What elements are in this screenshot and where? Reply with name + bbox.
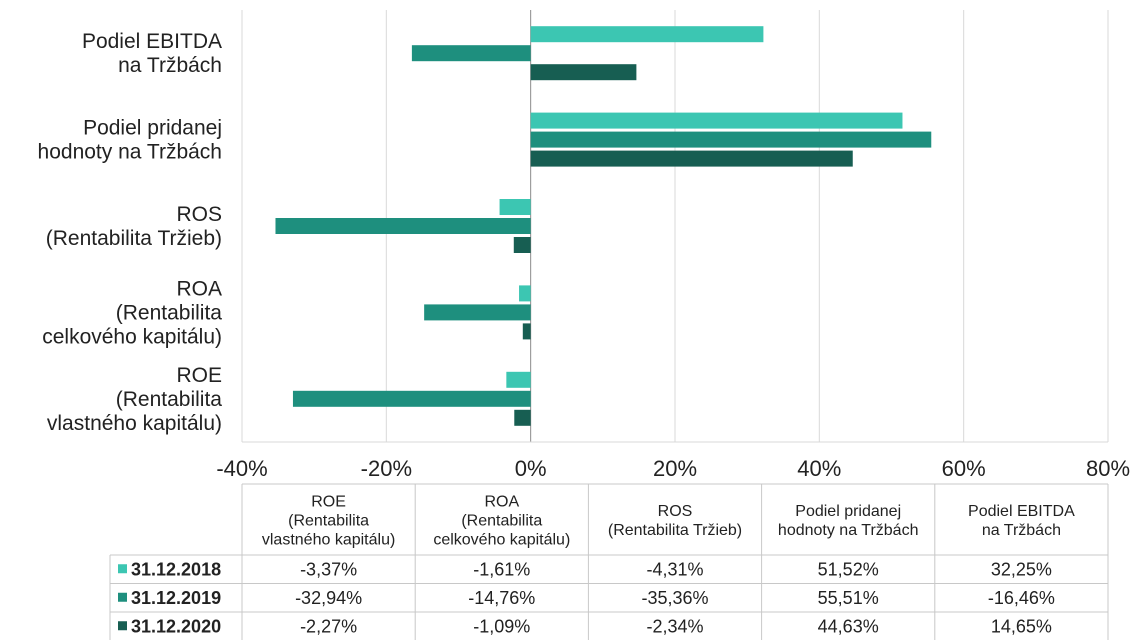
bar bbox=[275, 218, 531, 234]
table-cell: -35,36% bbox=[641, 588, 708, 608]
category-label-line: ROE bbox=[176, 364, 222, 387]
table-cell: -32,94% bbox=[295, 588, 362, 608]
table-header-line: (Rentabilita bbox=[288, 513, 369, 530]
x-tick-label: 40% bbox=[797, 456, 841, 481]
category-label-line: na Tržbách bbox=[118, 54, 222, 77]
table-cell: 44,63% bbox=[818, 616, 879, 636]
bar bbox=[519, 285, 531, 302]
table-header-line: vlastného kapitálu) bbox=[262, 532, 395, 549]
x-tick-label: 20% bbox=[653, 456, 697, 481]
category-label-line: (Rentabilita Tržieb) bbox=[46, 227, 222, 250]
table-cell: -16,46% bbox=[988, 588, 1055, 608]
table-header: ROA (Rentabilita celkového kapitálu) bbox=[433, 494, 570, 549]
table-cell: -1,09% bbox=[473, 616, 530, 636]
category-label-line: vlastného kapitálu) bbox=[47, 412, 222, 435]
table-header-line: ROA bbox=[484, 494, 519, 511]
table-header: Podiel pridanej hodnoty na Tržbách bbox=[778, 503, 919, 539]
category-label-line: celkového kapitálu) bbox=[42, 325, 222, 348]
category-label-line: Podiel EBITDA bbox=[82, 30, 222, 53]
table-header: ROE (Rentabilita vlastného kapitálu) bbox=[262, 494, 395, 549]
table-cell: 32,25% bbox=[991, 559, 1052, 579]
bar bbox=[424, 304, 531, 321]
table-cell: -2,27% bbox=[300, 616, 357, 636]
table-cell: -4,31% bbox=[646, 559, 703, 579]
bar bbox=[522, 323, 531, 340]
bar bbox=[530, 112, 903, 129]
bar bbox=[530, 131, 932, 148]
table-cell: -14,76% bbox=[468, 588, 535, 608]
category-label: Podiel pridanej hodnoty na Tržbách bbox=[38, 117, 222, 164]
table-header: Podiel EBITDA na Tržbách bbox=[968, 503, 1075, 539]
table-header-line: celkového kapitálu) bbox=[433, 532, 570, 549]
table-cell: 55,51% bbox=[818, 588, 879, 608]
bar bbox=[499, 199, 531, 215]
x-tick-label: 60% bbox=[942, 456, 986, 481]
table-cell: 51,52% bbox=[818, 559, 879, 579]
x-tick-label: -20% bbox=[361, 456, 412, 481]
category-label-line: ROS bbox=[176, 203, 222, 226]
table-cell: -2,34% bbox=[646, 616, 703, 636]
table-header-line: (Rentabilita Tržieb) bbox=[608, 522, 742, 539]
table-cell: -3,37% bbox=[300, 559, 357, 579]
legend-swatch bbox=[118, 621, 127, 631]
bar bbox=[530, 150, 853, 167]
category-label: ROA (Rentabilita celkového kapitálu) bbox=[42, 277, 222, 348]
table-header-line: ROS bbox=[658, 503, 693, 520]
table-header-line: (Rentabilita bbox=[461, 513, 542, 530]
category-label: ROS (Rentabilita Tržieb) bbox=[46, 203, 222, 250]
data-table: ROE (Rentabilita vlastného kapitálu) ROA (Re… bbox=[109, 483, 1109, 640]
table-header-line: ROE bbox=[311, 494, 346, 511]
bar bbox=[513, 237, 531, 253]
x-axis-ticks: -40% -20% 0% 20% 40% 60% 80% bbox=[216, 456, 1130, 481]
bar bbox=[514, 409, 531, 426]
legend-label: 31.12.2018 bbox=[131, 559, 221, 579]
category-labels: Podiel EBITDA na Tržbách Podiel pridanej ho… bbox=[38, 30, 223, 435]
x-tick-label: 80% bbox=[1086, 456, 1130, 481]
gridlines bbox=[241, 10, 1109, 443]
bar bbox=[506, 371, 531, 388]
table-header: ROS (Rentabilita Tržieb) bbox=[608, 503, 742, 539]
bar bbox=[530, 64, 637, 81]
legend-label: 31.12.2019 bbox=[131, 588, 221, 608]
category-label: ROE (Rentabilita vlastného kapitálu) bbox=[47, 364, 222, 435]
category-label-line: ROA bbox=[176, 277, 222, 300]
table-header-line: hodnoty na Tržbách bbox=[778, 522, 919, 539]
bar bbox=[411, 45, 531, 62]
category-label-line: Podiel pridanej bbox=[83, 117, 222, 140]
x-tick-label: 0% bbox=[515, 456, 547, 481]
table-header-line: Podiel EBITDA bbox=[968, 503, 1075, 520]
bar bbox=[530, 26, 764, 43]
category-label-line: (Rentabilita bbox=[116, 388, 223, 411]
legend-swatch bbox=[118, 564, 127, 574]
table-cell: -1,61% bbox=[473, 559, 530, 579]
bars bbox=[275, 26, 932, 426]
table-cell: 14,65% bbox=[991, 616, 1052, 636]
x-tick-label: -40% bbox=[216, 456, 267, 481]
table-header-line: Podiel pridanej bbox=[795, 503, 901, 520]
legend-label: 31.12.2020 bbox=[131, 616, 221, 636]
category-label-line: (Rentabilita bbox=[116, 301, 223, 324]
category-label: Podiel EBITDA na Tržbách bbox=[82, 30, 222, 77]
bar bbox=[292, 390, 531, 407]
table-header-line: na Tržbách bbox=[982, 522, 1061, 539]
category-label-line: hodnoty na Tržbách bbox=[38, 141, 222, 164]
legend-swatch bbox=[118, 592, 127, 602]
